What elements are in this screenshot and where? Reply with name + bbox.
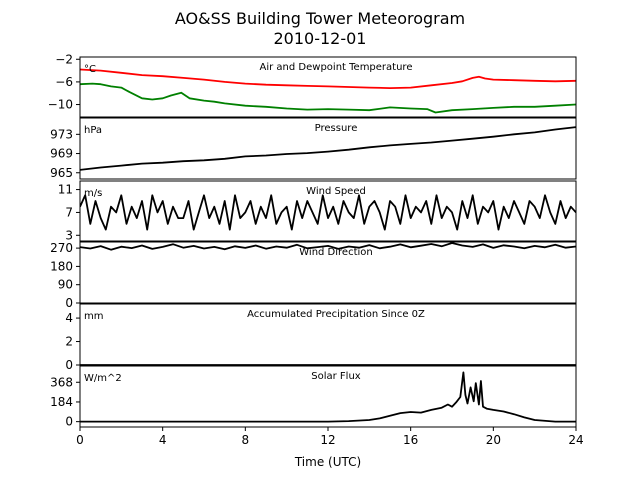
panel-0: −2 −6 −10 Air and Dewpoint Temperature °C xyxy=(48,52,577,118)
x-tick-label: 20 xyxy=(486,433,501,447)
y-tick-label: 368 xyxy=(50,375,73,389)
y-tick-label: 973 xyxy=(50,127,73,141)
series-line-1-0 xyxy=(80,126,576,171)
panel-frame xyxy=(79,303,577,366)
panel-frame xyxy=(79,241,577,304)
series-line-5-0 xyxy=(80,371,576,423)
x-axis-label: Time (UTC) xyxy=(294,455,361,469)
unit-label: mm xyxy=(84,311,103,322)
y-tick-label: 4 xyxy=(65,311,73,325)
chart-subtitle: 2010-12-01 xyxy=(274,29,367,48)
unit-label: W/m^2 xyxy=(84,373,122,384)
y-tick-label: 2 xyxy=(65,335,73,349)
unit-label: hPa xyxy=(84,125,102,136)
y-tick-label: 0 xyxy=(65,415,73,429)
panel-frame xyxy=(79,180,577,242)
panel-frame xyxy=(79,117,577,180)
panel-5: 368 184 0 Solar Flux W/m^2 xyxy=(50,365,577,429)
panel-title: Wind Speed xyxy=(306,186,366,197)
panel-title: Pressure xyxy=(315,123,358,134)
x-tick-label: 4 xyxy=(159,433,167,447)
y-tick-label: 7 xyxy=(65,205,73,219)
panel-title: Wind Direction xyxy=(299,247,373,258)
x-axis: 0 4 8 12 16 20 24 xyxy=(76,427,584,447)
panel-4: 4 2 0 Accumulated Precipitation Since 0Z mm xyxy=(65,303,577,372)
panel-frame xyxy=(79,56,577,118)
x-tick-label: 16 xyxy=(403,433,418,447)
panel-3: 270 180 90 0 Wind Direction xyxy=(50,241,577,310)
y-tick-label: −6 xyxy=(55,75,73,89)
y-tick-label: 90 xyxy=(58,278,73,292)
chart-title: AO&SS Building Tower Meteorogram xyxy=(175,9,465,28)
panels: −2 −6 −10 Air and Dewpoint Temperature °C 973… xyxy=(48,52,577,429)
panel-title: Solar Flux xyxy=(311,371,361,382)
panel-1: 973 969 965 Pressure hPa xyxy=(50,117,577,180)
panel-title: Accumulated Precipitation Since 0Z xyxy=(247,309,425,320)
panel-title: Air and Dewpoint Temperature xyxy=(260,62,413,73)
panel-2: 11 7 3 Wind Speed m/s xyxy=(58,180,577,242)
y-tick-label: 180 xyxy=(50,259,73,273)
y-tick-label: 0 xyxy=(65,358,73,372)
unit-label: °C xyxy=(84,64,96,75)
y-tick-label: 270 xyxy=(50,241,73,255)
series-line-0-0 xyxy=(80,68,576,89)
unit-label: m/s xyxy=(84,188,102,199)
x-tick-label: 12 xyxy=(320,433,335,447)
y-tick-label: 969 xyxy=(50,147,73,161)
y-tick-label: −10 xyxy=(48,98,73,112)
series-line-2-0 xyxy=(80,194,576,231)
x-tick-label: 8 xyxy=(242,433,250,447)
y-tick-label: −2 xyxy=(55,52,73,66)
y-tick-label: 11 xyxy=(58,183,73,197)
x-tick-label: 0 xyxy=(76,433,84,447)
x-tick-label: 24 xyxy=(568,433,583,447)
y-tick-label: 965 xyxy=(50,166,73,180)
y-tick-label: 184 xyxy=(50,395,73,409)
series-line-3-0 xyxy=(80,242,576,251)
y-tick-label: 3 xyxy=(65,228,73,242)
y-tick-label: 0 xyxy=(65,296,73,310)
series-line-0-1 xyxy=(80,82,576,114)
